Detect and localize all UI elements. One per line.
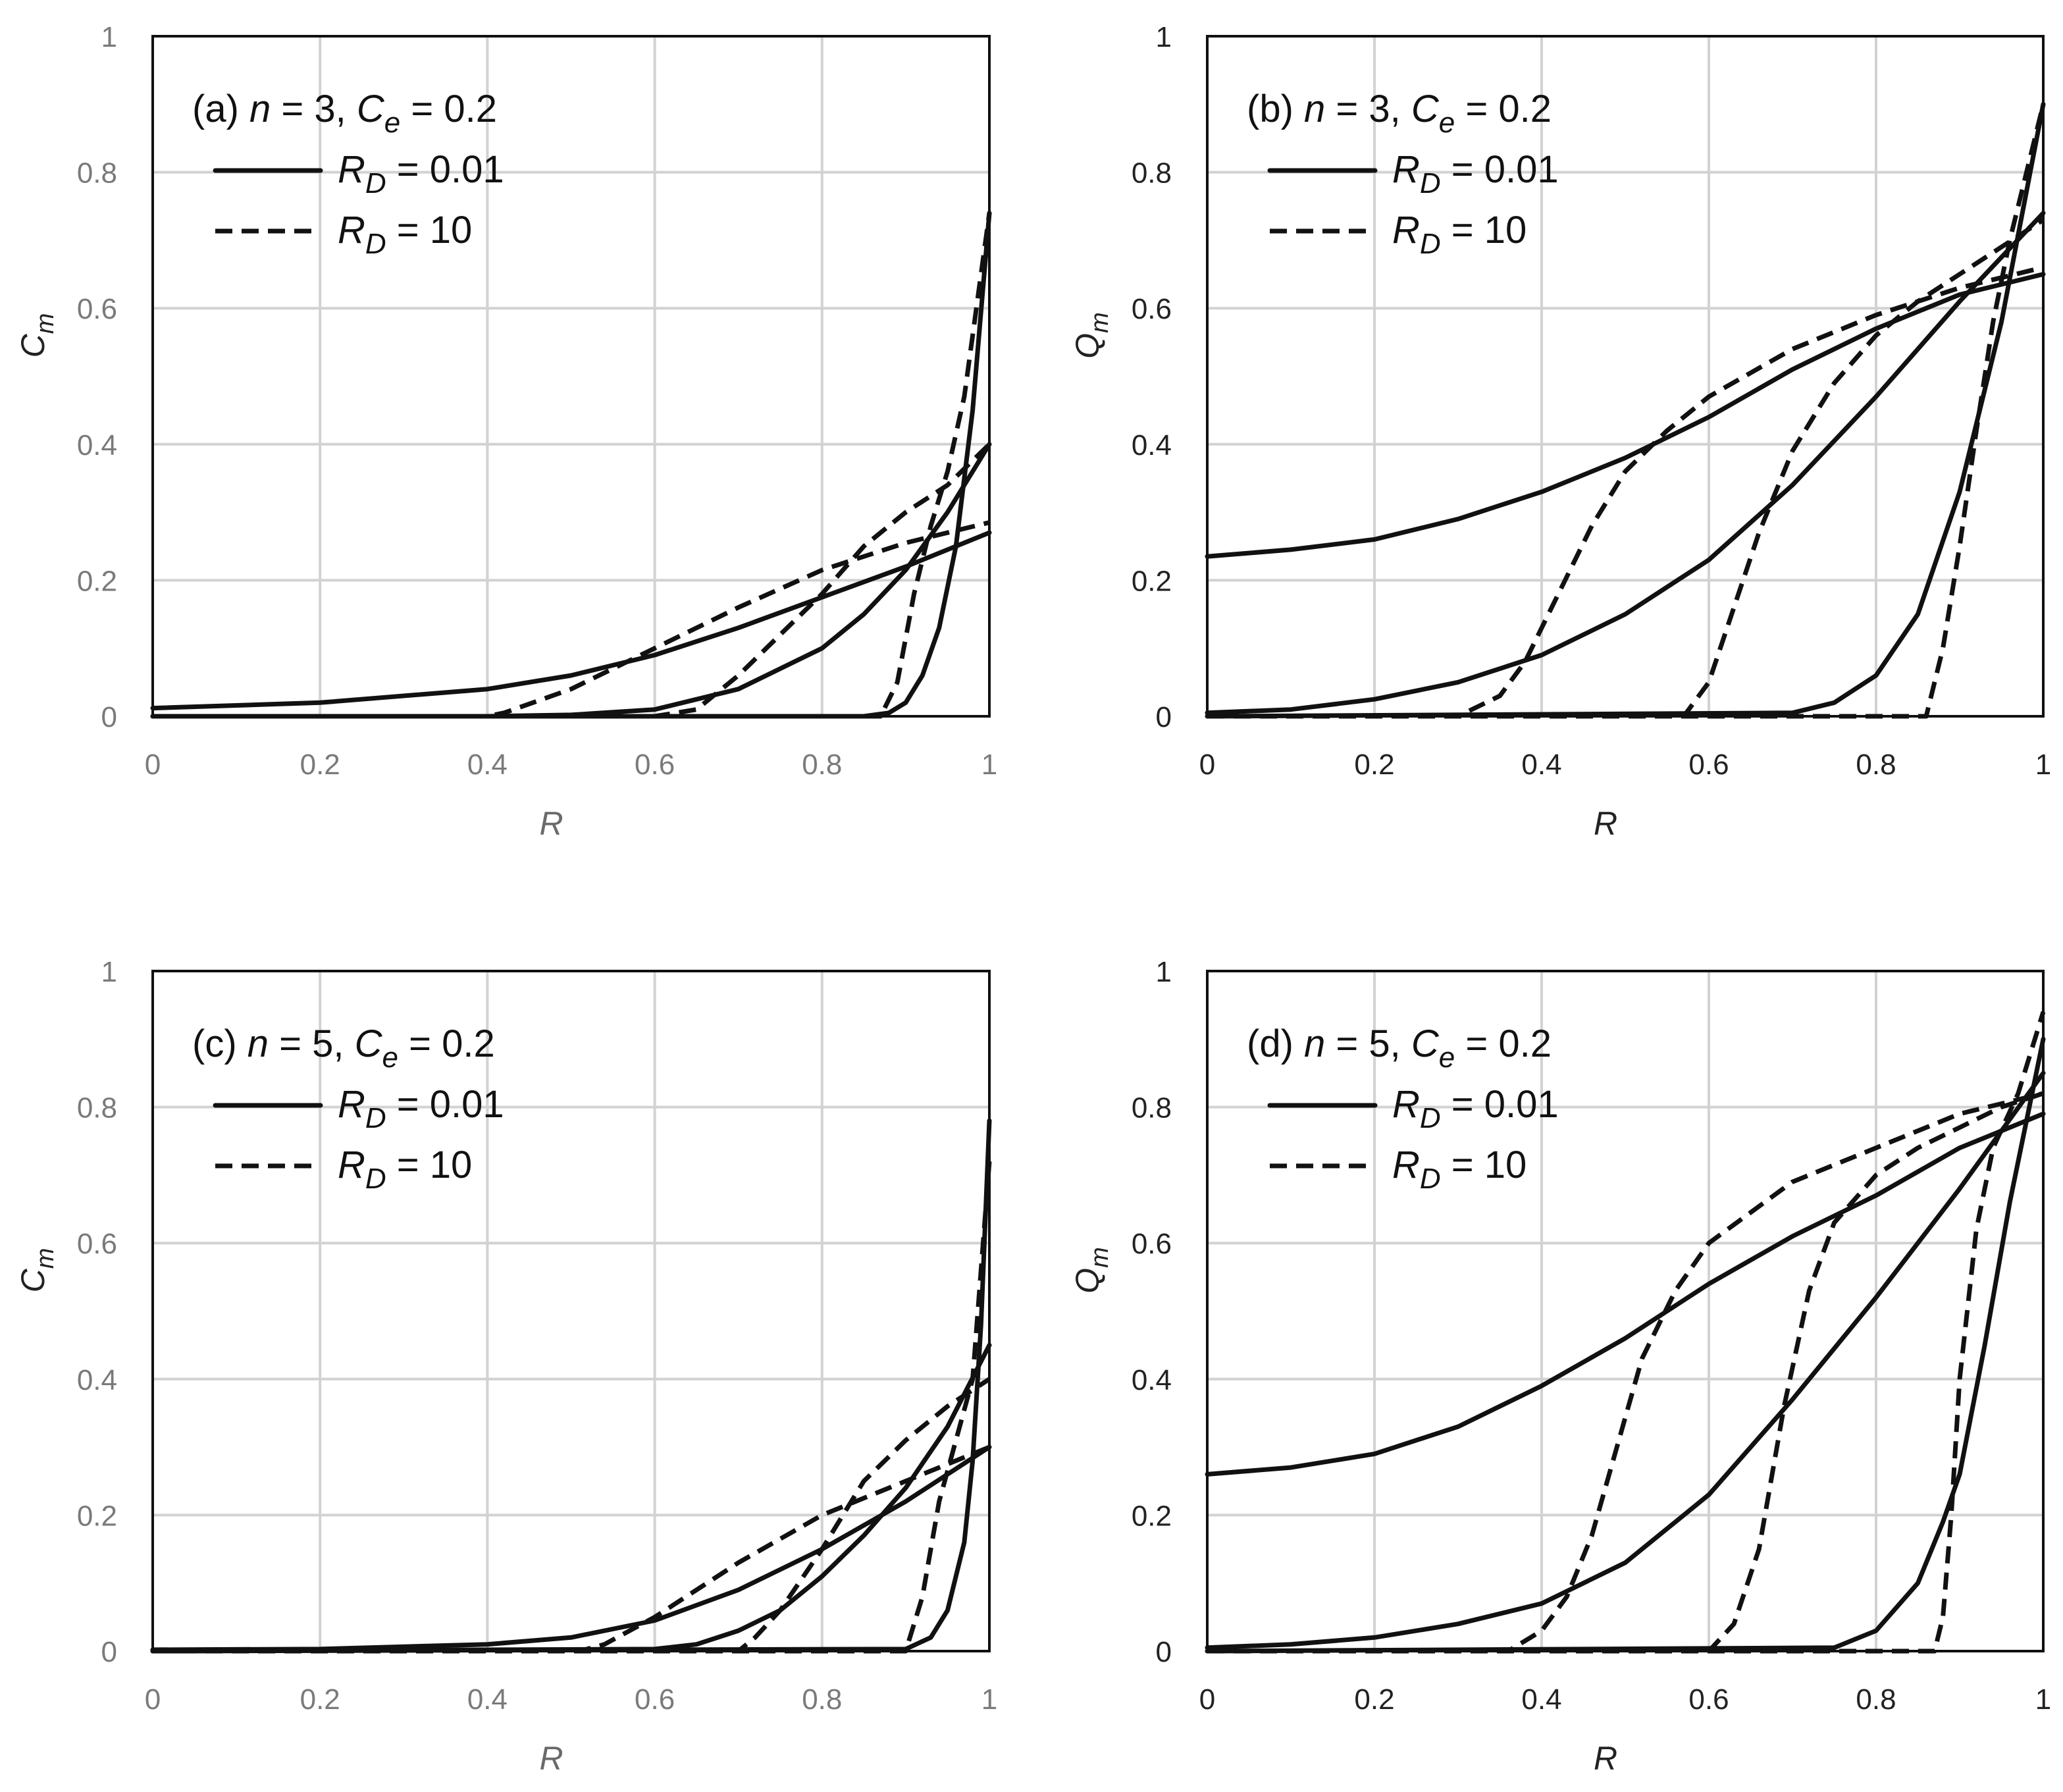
chart-panel-d: 0 0.2 0.4 0.6 0.8 1 0 0.2 0.4 0.6 0.8 1 R Qm (d) n = 5… [1069,956,2051,1777]
y-tick-label: 0.2 [77,1500,117,1532]
x-tick-label: 0.4 [1521,749,1561,781]
plot-frame [151,970,991,1652]
legend-label: RD = 0.01 [338,1083,504,1134]
series-line-solid-1 [150,530,992,711]
y-tick-label: 0 [101,1636,117,1668]
series-line-solid-2 [1205,1070,2046,1650]
plot-frame [1206,35,2045,718]
y-tick-label: 0.4 [1132,429,1172,461]
y-tick-label: 0.2 [77,565,117,597]
x-axis-label: R [539,1740,563,1777]
x-axis-label: R [1594,805,1617,842]
series-line-solid-1 [150,1444,992,1652]
series-line-dashed-2 [153,1377,991,1654]
y-tick-label: 0.4 [1132,1364,1172,1396]
plot-frame [151,35,991,718]
y-tick-label: 0.8 [77,157,117,190]
x-tick-label: 0 [1199,1683,1215,1716]
y-tick-label: 0.2 [1132,1500,1172,1532]
x-tick-label: 0.6 [1688,749,1729,781]
series-line-dashed-2 [1207,1091,2045,1654]
panel-title: (a) n = 3, Ce = 0.2 [192,88,497,139]
y-tick-label: 0.2 [1132,565,1172,597]
x-tick-label: 0.8 [802,749,842,781]
y-tick-label: 0.4 [77,429,117,461]
y-tick-label: 0.4 [77,1364,117,1396]
x-axis-label: R [539,805,563,842]
y-tick-label: 0 [1156,1636,1172,1668]
legend-label: RD = 0.01 [1392,1083,1559,1134]
series-line-dashed-3 [153,1161,992,1654]
x-tick-label: 0.6 [635,1683,675,1716]
x-tick-label: 1 [981,749,997,781]
x-tick-label: 0.4 [1521,1683,1561,1716]
series-line-dashed-1 [153,520,990,719]
x-tick-label: 0.4 [467,749,508,781]
y-tick-label: 0 [1156,701,1172,733]
y-tick-label: 0.6 [1132,293,1172,325]
panel-title: (d) n = 5, Ce = 0.2 [1247,1022,1552,1074]
x-tick-label: 0 [1199,749,1215,781]
series-line-solid-3 [150,211,992,719]
legend-label: RD = 10 [1392,1144,1527,1195]
series-line-solid-2 [1205,211,2046,716]
series-line-dashed-3 [153,213,992,719]
x-tick-label: 0.8 [802,1683,842,1716]
series-line-solid-3 [150,1118,992,1654]
x-tick-label: 0.2 [1354,749,1394,781]
series-line-solid-3 [1205,1036,2046,1654]
legend-label: RD = 0.01 [338,148,504,199]
panel-title: (c) n = 5, Ce = 0.2 [192,1022,495,1074]
x-tick-label: 0.6 [1688,1683,1729,1716]
x-tick-label: 1 [2035,749,2051,781]
y-tick-label: 0.6 [1132,1228,1172,1260]
chart-panel-c: 0 0.2 0.4 0.6 0.8 1 0 0.2 0.4 0.6 0.8 1 R Cm (c) n = 5… [14,956,997,1777]
y-tick-label: 0.8 [77,1092,117,1124]
legend-label: RD = 10 [338,209,472,260]
series-line-solid-1 [1205,272,2046,559]
panel-title: (b) n = 3, Ce = 0.2 [1247,88,1552,139]
chart-panel-b: 0 0.2 0.4 0.6 0.8 1 0 0.2 0.4 0.6 0.8 1 R Qm (b) n = 3… [1069,21,2051,842]
y-axis-label: Qm [1069,312,1114,359]
y-axis-label: Qm [1069,1247,1114,1294]
legend-label: RD = 0.01 [1392,148,1559,199]
series-line-solid-3 [1205,101,2046,719]
x-tick-label: 0.8 [1856,1683,1896,1716]
series-line-dashed-1 [1207,1091,2044,1654]
series-line-dashed-1 [1207,265,2044,719]
y-tick-label: 0.8 [1132,157,1172,190]
chart-panel-a: 0 0.2 0.4 0.6 0.8 1 0 0.2 0.4 0.6 0.8 1 R Cm (a) n = 3… [14,21,997,842]
x-tick-label: 0 [145,1683,161,1716]
series-line-solid-1 [1205,1111,2046,1477]
series-line-solid-2 [150,1342,992,1654]
plot-frame [1206,970,2045,1652]
y-tick-label: 1 [1156,21,1172,53]
series-line-dashed-3 [1207,103,2046,719]
x-tick-label: 0.4 [467,1683,508,1716]
y-tick-label: 1 [101,21,117,53]
y-tick-label: 0 [101,701,117,733]
x-tick-label: 0 [145,749,161,781]
legend-label: RD = 10 [338,1144,472,1195]
y-axis-label: Cm [14,1248,59,1293]
x-tick-label: 0.2 [300,1683,340,1716]
series-line-dashed-2 [1207,217,2045,719]
y-tick-label: 0.6 [77,293,117,325]
x-tick-label: 0.2 [1354,1683,1394,1716]
y-tick-label: 1 [101,956,117,988]
y-tick-label: 1 [1156,956,1172,988]
series-line-dashed-3 [1207,1011,2046,1654]
y-tick-label: 0.6 [77,1228,117,1260]
x-axis-label: R [1594,1740,1617,1777]
legend-label: RD = 10 [1392,209,1527,260]
x-tick-label: 0.6 [635,749,675,781]
x-tick-label: 0.2 [300,749,340,781]
y-tick-label: 0.8 [1132,1092,1172,1124]
x-tick-label: 1 [2035,1683,2051,1716]
y-axis-label: Cm [14,313,59,358]
x-tick-label: 0.8 [1856,749,1896,781]
x-tick-label: 1 [981,1683,997,1716]
series-line-dashed-1 [153,1444,991,1654]
